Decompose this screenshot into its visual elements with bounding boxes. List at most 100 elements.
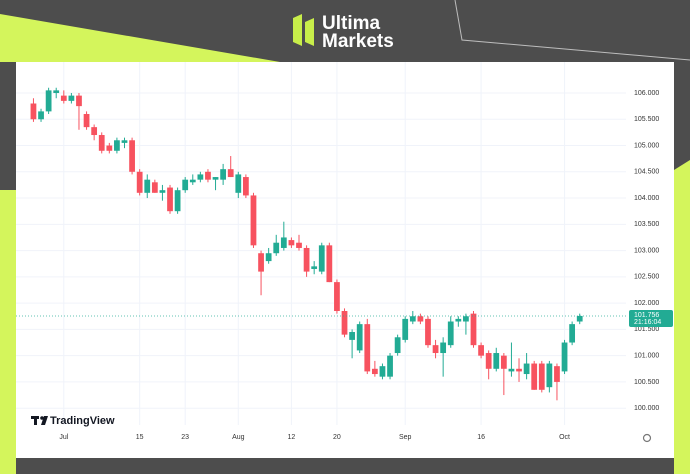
- candle-body: [136, 171, 143, 193]
- candle-body: [189, 179, 196, 183]
- countdown-label: 21:16:04: [634, 319, 661, 326]
- candle-body: [60, 95, 67, 101]
- candle-body: [554, 366, 560, 382]
- candle-body: [265, 253, 272, 262]
- y-tick-label: 103.000: [634, 247, 659, 254]
- candle-body: [402, 318, 409, 340]
- candle-body: [311, 266, 318, 269]
- candle-body: [243, 177, 249, 196]
- x-tick-label: 20: [333, 434, 341, 441]
- logo-text: Ultima: [322, 13, 381, 34]
- candle-body: [356, 324, 363, 351]
- x-tick-label: 15: [136, 434, 144, 441]
- candle-body: [258, 253, 264, 272]
- x-tick-label: Oct: [559, 434, 570, 441]
- logo-text: Markets: [322, 31, 394, 52]
- y-tick-label: 104.500: [634, 169, 659, 176]
- candle-body: [273, 242, 280, 254]
- candle-body: [227, 169, 234, 178]
- tv-logo: [34, 416, 37, 425]
- candle-body: [91, 127, 98, 136]
- candle-body: [569, 324, 576, 343]
- y-tick-label: 104.000: [634, 195, 659, 202]
- candle-body: [394, 337, 401, 354]
- candle-body: [508, 368, 515, 372]
- accent-shape: [0, 190, 16, 474]
- candle-body: [197, 174, 204, 180]
- y-tick-label: 100.000: [634, 405, 659, 412]
- y-tick-label: 102.500: [634, 274, 659, 281]
- candle-body: [538, 363, 545, 390]
- candle-body: [432, 345, 439, 354]
- candle-body: [379, 366, 386, 377]
- candle-body: [341, 311, 348, 335]
- candle-body: [500, 355, 507, 369]
- candle-body: [334, 282, 340, 312]
- candle-body: [303, 247, 310, 272]
- candle-body: [409, 316, 416, 322]
- candle-body: [516, 368, 522, 372]
- accent-shape: [0, 14, 280, 62]
- candle-body: [417, 316, 424, 322]
- candle-body: [30, 103, 37, 120]
- candle-body: [167, 187, 173, 212]
- y-tick-label: 100.500: [634, 379, 659, 386]
- y-tick-label: 103.500: [634, 221, 659, 228]
- candle-body: [364, 324, 371, 372]
- watermark: TradingView: [31, 415, 115, 427]
- candle-body: [53, 90, 60, 93]
- candle-body: [174, 190, 181, 212]
- chart-panel: [16, 62, 674, 458]
- candle-body: [38, 111, 44, 120]
- candle-body: [485, 353, 492, 369]
- candle-body: [144, 179, 151, 193]
- candle-body: [220, 169, 227, 180]
- chart: 100.000 100.500 101.000 101.500 102.000 102.5…: [16, 62, 673, 441]
- settings-icon[interactable]: [642, 433, 652, 443]
- y-tick-label: 105.500: [634, 116, 659, 123]
- candle-body: [68, 95, 75, 101]
- candle-body: [561, 342, 568, 372]
- candle-body: [455, 318, 462, 322]
- x-tick-label: Sep: [399, 434, 412, 441]
- candle-body: [478, 345, 484, 356]
- candle-body: [288, 240, 295, 246]
- candle-body: [205, 171, 211, 180]
- decor-line: [454, 0, 690, 61]
- last-price-label: 101.756: [634, 312, 659, 319]
- candle-body: [425, 318, 431, 346]
- candle-body: [212, 177, 219, 180]
- last-price-box: [629, 309, 673, 327]
- logo-icon: [305, 18, 314, 46]
- candle-body: [159, 190, 166, 193]
- candle-body: [280, 237, 287, 248]
- candle-body: [447, 321, 454, 346]
- candle-body: [250, 195, 257, 246]
- candle-body: [114, 140, 120, 151]
- candle-body: [470, 313, 477, 346]
- candle-body: [151, 182, 158, 193]
- x-tick-label: Aug: [232, 434, 245, 441]
- candle-body: [463, 316, 469, 322]
- y-tick-label: 102.000: [634, 300, 659, 307]
- candle-body: [129, 140, 135, 172]
- y-tick-label: 101.000: [634, 353, 659, 360]
- y-tick-label: 105.000: [634, 142, 659, 149]
- y-tick-label: 101.500: [634, 326, 659, 333]
- candle-body: [182, 179, 189, 191]
- accent-shape: [674, 160, 690, 474]
- x-tick-label: 12: [288, 434, 296, 441]
- candle-body: [121, 140, 128, 143]
- candle-body: [98, 135, 105, 151]
- candle-body: [83, 114, 90, 128]
- candle-body: [235, 174, 242, 193]
- candle-body: [440, 342, 447, 354]
- candle-body: [523, 363, 530, 375]
- candle-body: [106, 145, 113, 151]
- tv-logo: [40, 416, 44, 420]
- y-tick-label: 106.000: [634, 90, 659, 97]
- tv-logo: [41, 416, 48, 425]
- logo-icon: [293, 14, 302, 46]
